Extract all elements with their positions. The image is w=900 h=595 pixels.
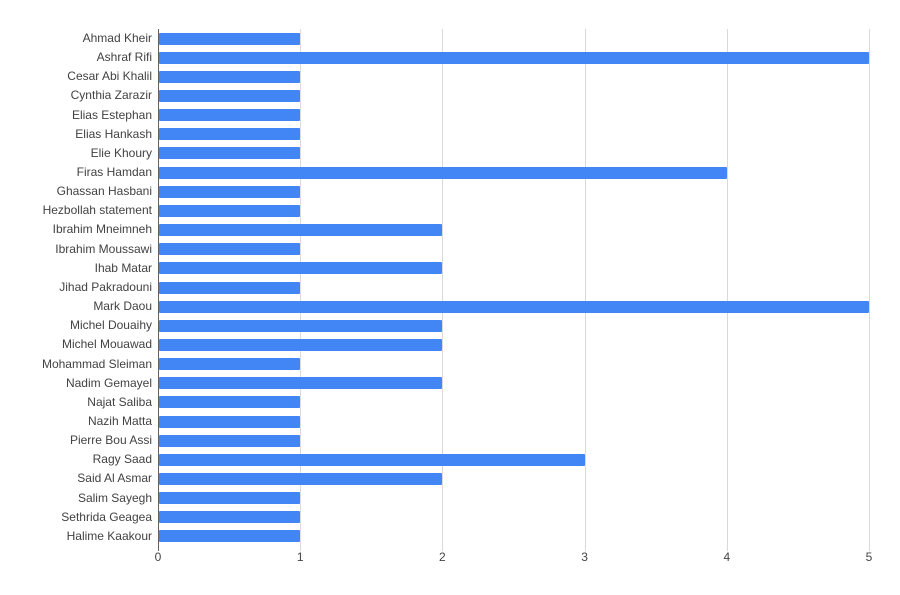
category-label: Jihad Pakradouni [59,279,152,294]
axis-tick [584,546,586,551]
category-label: Nazih Matta [87,413,152,428]
category-label: Ibrahim Mneimneh [52,222,152,237]
bar [159,319,443,332]
category-label: Mark Daou [93,299,152,314]
bar [159,338,443,351]
category-label: Elie Khoury [90,145,152,160]
bar [159,358,301,371]
category-label: Halime Kaakour [66,528,152,543]
bar [159,243,301,256]
bar [159,224,443,237]
category-label: Ihab Matar [94,260,152,275]
bar [159,109,301,122]
category-label: Ibrahim Moussawi [55,241,152,256]
category-label: Najat Saliba [87,394,152,409]
category-label: Michel Douaihy [69,318,152,333]
category-label: Ahmad Kheir [82,31,152,45]
category-label: Said Al Asmar [77,471,152,486]
axis-tick [158,546,159,551]
bar [159,185,301,198]
x-tick-label: 4 [723,550,731,564]
bar [159,128,301,141]
x-tick-label: 5 [865,550,873,564]
category-label: Cynthia Zarazir [70,88,152,103]
bar [159,377,443,390]
bar [159,492,301,505]
bar [159,262,443,275]
value-axis: 0 1 2 3 4 5 [0,550,900,570]
bar [159,434,301,447]
category-label: Ghassan Hasbani [56,184,152,199]
category-label: Ragy Saad [92,452,152,467]
axis-tick [300,546,302,551]
gridline [584,29,586,546]
category-label: Pierre Bou Assi [69,433,152,448]
category-axis-labels: Ahmad Kheir Ashraf Rifi Cesar Abi Khalil Cy… [0,29,152,546]
category-label: Cesar Abi Khalil [67,69,152,84]
gridline [300,29,302,546]
bar [159,70,301,83]
bar [159,281,301,294]
gridline [869,29,870,546]
category-label: Firas Hamdan [76,165,152,180]
category-label: Ashraf Rifi [96,50,152,65]
axis-tick [442,546,444,551]
bar [159,415,301,428]
axis-baseline [158,29,159,546]
axis-tick [726,546,728,551]
bar [159,204,301,217]
gridline [726,29,728,546]
x-tick-label: 3 [581,550,588,564]
x-tick-label: 1 [296,550,304,564]
category-label: Mohammad Sleiman [41,356,152,371]
bar [159,147,301,160]
bar [159,530,301,543]
bar [159,166,727,179]
bar [159,32,301,45]
x-tick-label: 2 [439,550,446,564]
gridline [442,29,444,546]
bar [159,396,301,409]
axis-tick [869,546,870,551]
bar [159,90,301,103]
category-label: Elias Hankash [75,126,152,141]
bar [159,511,301,524]
bar [159,472,443,485]
category-label: Hezbollah statement [42,203,152,218]
x-tick-label: 0 [154,550,162,564]
plot-area [158,29,870,551]
category-label: Nadim Gemayel [65,375,152,390]
category-label: Salim Sayegh [77,490,152,505]
category-label: Michel Mouawad [61,337,152,352]
category-label: Sethrida Geagea [61,509,152,524]
category-label: Elias Estephan [71,107,152,122]
bar [159,300,869,313]
bar [159,51,869,64]
bar [159,453,585,466]
